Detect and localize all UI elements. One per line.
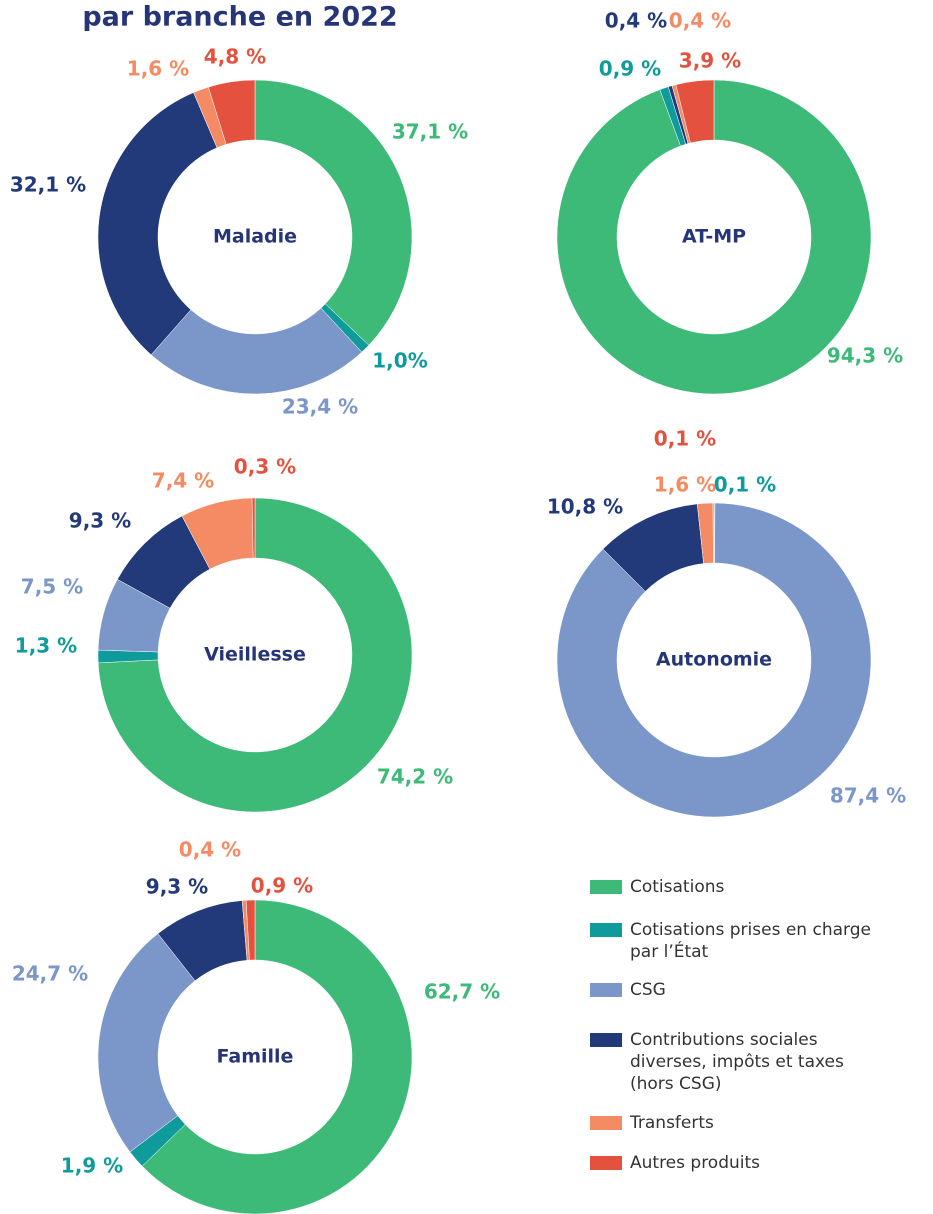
donut-segment [97,92,218,356]
legend-swatch [590,1156,622,1170]
donut-title: Famille [217,1046,294,1068]
donut-segment [150,307,363,395]
legend-label: (hors CSG) [630,1074,722,1094]
legend-label: Contributions sociales [630,1030,818,1050]
donut-segment [254,79,413,346]
donut-segment [97,497,413,813]
value-label: 94,3 % [827,344,903,368]
value-label: 0,3 % [234,455,296,479]
value-label: 0,9 % [251,874,313,898]
value-label: 0,1 % [654,427,716,451]
legend-swatch [590,880,622,894]
legend-label: Autres produits [630,1153,760,1173]
donut-segment [556,79,872,395]
donut-segment [208,79,256,145]
value-label: 32,1 % [10,173,86,197]
value-label: 9,3 % [69,509,131,533]
value-label: 24,7 % [12,962,88,986]
donut-segment [675,79,715,144]
donut-title: Autonomie [656,649,772,671]
donut-segment [251,497,256,559]
legend-swatch [590,983,622,997]
donut-segment [141,899,413,1214]
value-label: 37,1 % [392,120,468,144]
legend-label: diverses, impôts et taxes [630,1052,844,1072]
donut-segment [245,899,256,961]
legend-label: CSG [630,980,666,1000]
legend-swatch [590,1116,622,1130]
value-label: 0,4 % [605,9,667,33]
value-label: 10,8 % [547,495,623,519]
value-label: 0,9 % [599,57,661,81]
value-label: 3,9 % [679,49,741,73]
donut-title: Vieillesse [204,644,306,666]
donut-title: Maladie [213,226,297,248]
value-label: 0,1 % [714,473,776,497]
value-label: 1,6 % [654,473,716,497]
value-label: 87,4 % [830,784,906,808]
legend-swatch [590,923,622,937]
value-label: 9,3 % [146,875,208,899]
value-label: 4,8 % [204,45,266,69]
value-label: 7,4 % [152,469,214,493]
value-label: 1,6 % [127,57,189,81]
donut-segment [556,502,872,818]
value-label: 1,9 % [61,1154,123,1178]
legend-label: Cotisations prises en charge [630,920,871,940]
value-label: 23,4 % [282,395,358,419]
value-label: 62,7 % [424,980,500,1004]
value-label: 74,2 % [377,765,453,789]
legend-label: Cotisations [630,877,724,897]
value-label: 1,3 % [15,634,77,658]
value-label: 0,4 % [669,9,731,33]
value-label: 0,4 % [179,838,241,862]
value-label: 7,5 % [21,575,83,599]
legend-swatch [590,1033,622,1047]
legend-label: par l’État [630,940,709,962]
value-label: 1,0% [372,349,427,373]
legend-label: Transferts [629,1113,714,1133]
donut-segment [97,933,196,1153]
donut-segment [712,502,715,564]
donut-title: AT-MP [682,226,746,248]
chart-title: par branche en 2022 [82,2,397,33]
